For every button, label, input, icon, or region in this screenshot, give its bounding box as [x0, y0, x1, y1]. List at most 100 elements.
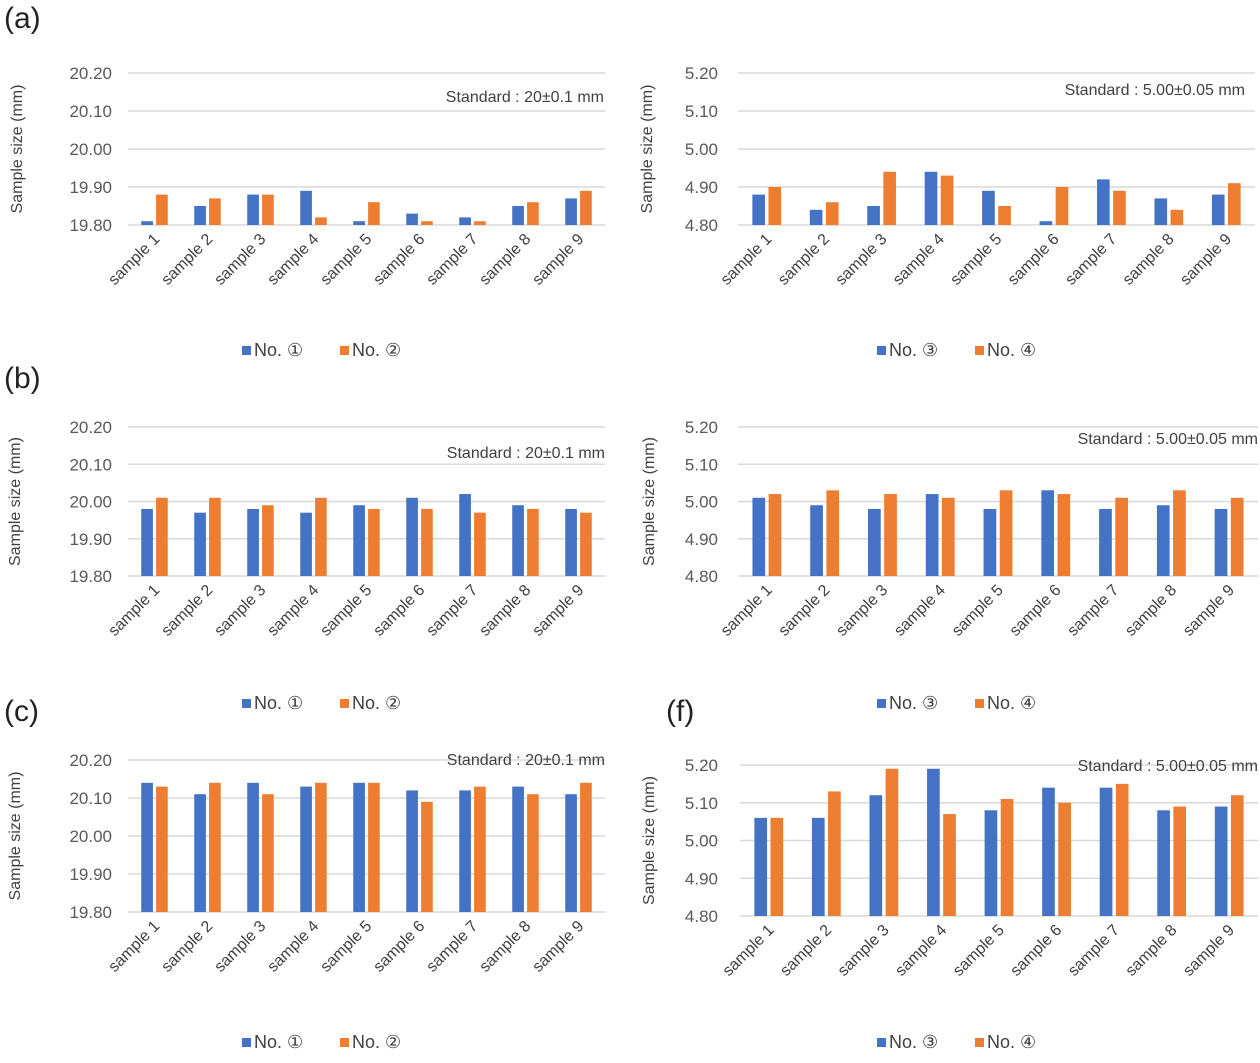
bar-series1: [512, 786, 524, 912]
bar-series1: [752, 497, 766, 576]
legend-label: No. ②: [352, 693, 401, 713]
legend: No. ① No. ②: [242, 1032, 401, 1052]
y-tick-label: 4.80: [685, 216, 718, 235]
bar-series1: [353, 221, 365, 225]
bar-series2: [368, 508, 380, 576]
y-axis-label: Sample size (mm): [641, 437, 658, 566]
legend-label: No. ③: [889, 1032, 938, 1052]
chart-b: 20.20 20.10 20.00 19.90 19.80 Sample size (mm…: [7, 418, 605, 713]
bar-series1: [353, 782, 365, 912]
x-tick-label: sample 4: [892, 922, 950, 980]
bar-series2: [580, 782, 592, 912]
x-tick-label: sample 5: [950, 922, 1008, 980]
bar-series1: [194, 206, 206, 225]
bar-series2: [1173, 806, 1187, 916]
legend-swatch-series2: [340, 699, 349, 708]
bar-series1: [983, 508, 997, 576]
bar-series2: [156, 786, 168, 912]
bar-series1: [811, 817, 825, 916]
x-tick-label: sample 5: [947, 231, 1005, 289]
y-tick-label: 5.10: [685, 794, 718, 813]
bar-series2: [828, 791, 841, 916]
y-tick-label: 19.80: [69, 216, 112, 235]
bar-series2: [315, 497, 327, 576]
bar-series1: [565, 508, 577, 576]
bar-series2: [885, 768, 899, 916]
bar-series2: [1057, 494, 1071, 576]
x-tick-label: sample 7: [423, 582, 481, 640]
x-tick-label: sample 7: [1064, 582, 1122, 640]
legend-swatch-series2: [975, 346, 984, 355]
x-tick-label: sample 3: [835, 922, 893, 980]
x-tick-label: sample 7: [1065, 922, 1123, 980]
bar-series1: [353, 505, 365, 576]
bar-series1: [1214, 508, 1228, 576]
standard-annotation: Standard : 5.00±0.05 mm: [1078, 431, 1258, 448]
x-tick-label: sample 4: [264, 582, 322, 640]
x-tick-label: sample 2: [158, 231, 216, 289]
x-tick-label: sample 1: [105, 582, 163, 640]
legend-swatch-series1: [242, 1038, 251, 1047]
x-tick-label: sample 1: [718, 231, 776, 289]
y-tick-label: 5.00: [685, 140, 718, 159]
legend: No. ③ No. ④: [877, 340, 1036, 360]
bar-series1: [809, 209, 823, 225]
x-tick-label: sample 9: [1180, 582, 1238, 640]
y-axis-label: Sample size (mm): [641, 776, 658, 905]
legend-swatch-series2: [340, 1038, 349, 1047]
bar-series1: [925, 494, 939, 576]
chart-c: 20.20 20.10 20.00 19.90 19.80 Sample size (mm…: [7, 751, 605, 1052]
bar-series2: [262, 794, 274, 912]
x-tick-label: sample 8: [1122, 582, 1180, 640]
legend: No. ③ No. ④: [877, 1032, 1036, 1052]
y-tick-label: 4.90: [685, 178, 718, 197]
bar-series2: [998, 206, 1011, 225]
bar-series1: [1214, 806, 1228, 916]
y-tick-label: 5.10: [685, 455, 718, 474]
bar-series1: [924, 171, 938, 225]
bar-series2: [315, 782, 327, 912]
x-tick-label: sample 5: [317, 231, 375, 289]
y-tick-label: 20.20: [69, 751, 112, 770]
bar-series1: [1039, 221, 1053, 225]
x-tick-label: sample 1: [718, 582, 776, 640]
y-tick-label: 4.80: [685, 567, 718, 586]
legend-swatch-series1: [877, 1038, 886, 1047]
x-tick-label: sample 1: [105, 918, 163, 976]
bar-series1: [868, 508, 881, 576]
chart-d: 5.20 5.10 5.00 4.90 4.80 Sample size (mm) Stan…: [639, 64, 1255, 360]
legend-label: No. ④: [987, 1032, 1036, 1052]
x-tick-label: sample 9: [1177, 231, 1235, 289]
bar-series2: [1230, 497, 1244, 576]
bar-series2: [156, 497, 168, 576]
legend-label: No. ④: [987, 340, 1036, 360]
bar-series2: [209, 497, 221, 576]
bar-series1: [406, 790, 418, 912]
bar-series1: [194, 794, 206, 912]
bar-series1: [927, 768, 940, 916]
y-tick-label: 4.90: [685, 869, 718, 888]
bar-series2: [474, 221, 486, 225]
bar-series2: [1113, 190, 1126, 225]
bar-series2: [1115, 497, 1128, 576]
legend-label: No. ①: [254, 1032, 303, 1052]
bar-series1: [247, 508, 259, 576]
y-tick-label: 5.20: [685, 418, 718, 437]
x-tick-label: sample 6: [1007, 922, 1065, 980]
bar-series2: [768, 187, 782, 225]
x-tick-label: sample 2: [158, 918, 216, 976]
legend-label: No. ③: [889, 693, 938, 713]
y-tick-label: 20.20: [69, 64, 112, 83]
x-tick-label: sample 3: [211, 918, 269, 976]
bar-series2: [580, 190, 592, 225]
standard-annotation: Standard : 5.00±0.05 mm: [1065, 82, 1245, 99]
y-tick-label: 20.10: [69, 789, 112, 808]
legend-label: No. ③: [889, 340, 938, 360]
bar-series2: [1228, 183, 1241, 225]
bar-series2: [768, 494, 782, 576]
standard-annotation: Standard : 20±0.1 mm: [446, 89, 604, 106]
y-tick-label: 20.10: [69, 455, 112, 474]
bar-series2: [941, 497, 955, 576]
bar-series2: [825, 202, 839, 225]
